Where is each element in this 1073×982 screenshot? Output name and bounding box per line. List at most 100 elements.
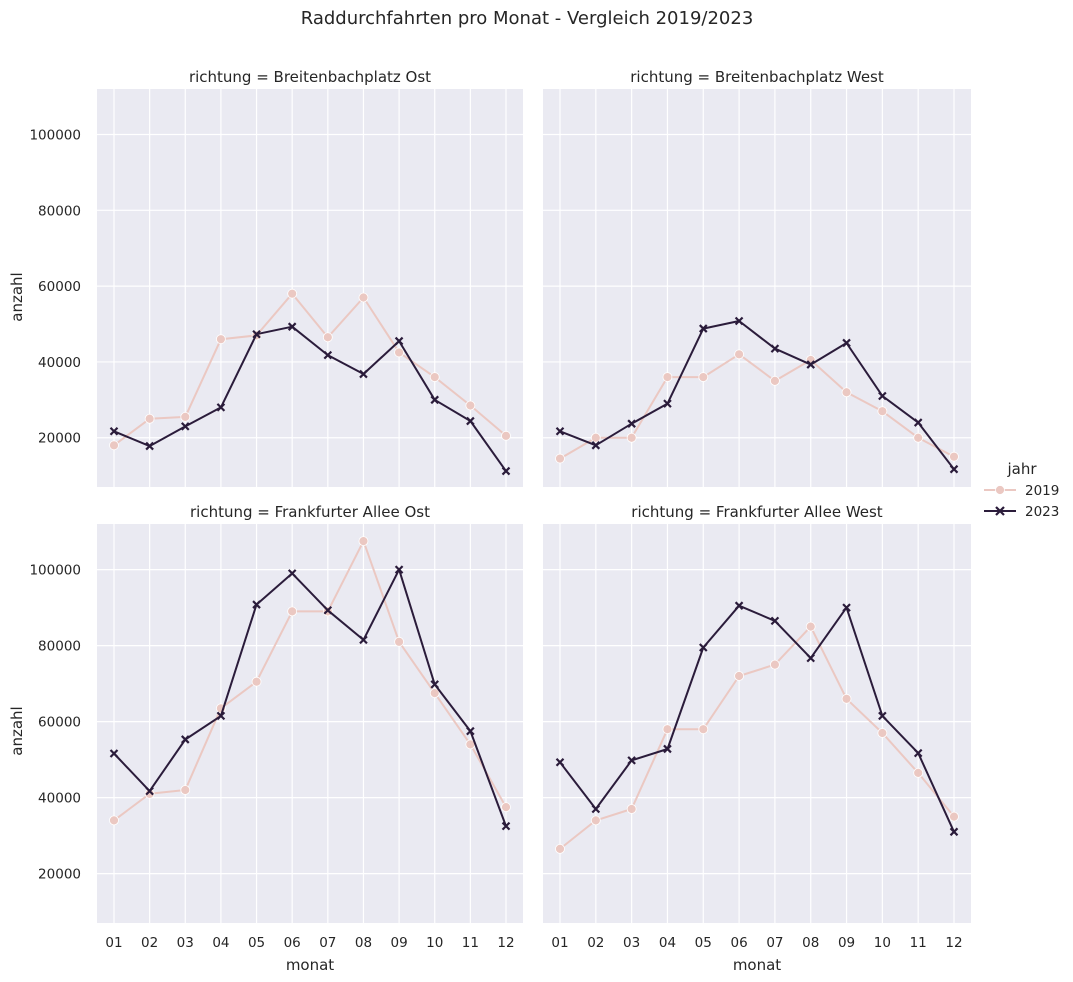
data-point-2019 <box>144 413 155 424</box>
data-point-2023 <box>501 466 511 476</box>
legend-title: jahr <box>1006 460 1037 478</box>
series-line-2019 <box>113 292 507 447</box>
data-point-2019 <box>251 676 262 687</box>
panel-top-left: 20000 40000 60000 80000 100000 richtung = Bre… <box>29 68 523 487</box>
plot-background <box>97 524 523 923</box>
data-point-2023 <box>359 635 368 645</box>
data-point-2023 <box>949 827 959 837</box>
data-point-2019 <box>501 430 511 441</box>
y-tick-label: 60000 <box>38 715 81 731</box>
x-tick-label: 05 <box>695 935 712 951</box>
panel-title: richtung = Breitenbachplatz Ost <box>189 68 431 86</box>
x-tick-label: 07 <box>766 935 783 951</box>
data-point-2019 <box>109 440 119 451</box>
data-point-2019 <box>180 411 191 422</box>
data-point-2023 <box>627 419 636 428</box>
x-tick-label: 08 <box>802 935 819 951</box>
data-point-2023 <box>555 757 565 767</box>
legend-label: 2023 <box>1025 504 1059 520</box>
data-point-2023 <box>323 605 333 615</box>
data-point-2019 <box>877 728 888 738</box>
data-point-2023 <box>501 821 511 831</box>
data-point-2019 <box>555 844 565 854</box>
y-tick-label: 20000 <box>38 431 81 447</box>
data-point-2019 <box>216 334 226 345</box>
panel-title: richtung = Frankfurter Allee West <box>631 503 883 521</box>
data-point-2023 <box>913 748 923 758</box>
series-line-2023 <box>113 325 507 472</box>
data-point-2023 <box>555 427 565 436</box>
data-point-2019 <box>501 802 511 812</box>
data-point-2023 <box>878 711 887 721</box>
data-point-2019 <box>394 347 404 358</box>
data-point-2019 <box>555 453 565 464</box>
x-tick-label: 04 <box>212 935 229 951</box>
data-point-2023 <box>734 601 744 610</box>
y-axis-label-top: anzahl <box>8 272 26 321</box>
data-point-2023 <box>842 603 851 612</box>
data-point-2019 <box>322 332 333 343</box>
data-point-2023 <box>466 416 475 426</box>
data-point-2023 <box>287 322 297 331</box>
data-point-2019 <box>590 815 601 826</box>
panel-top-right: richtung = Breitenbachplatz West <box>543 68 971 487</box>
data-point-2019 <box>841 387 852 398</box>
data-point-2023 <box>734 316 744 326</box>
data-point-2019 <box>770 659 780 670</box>
data-point-2023 <box>466 726 475 736</box>
series-line-2019 <box>559 625 955 850</box>
series-line-2019 <box>559 353 955 460</box>
data-point-2023 <box>109 749 119 758</box>
data-point-2019 <box>626 432 637 443</box>
plot-background <box>543 89 971 487</box>
legend-marker-circle <box>995 485 1005 495</box>
x-tick-label: 06 <box>284 935 301 951</box>
legend-marker-x <box>995 506 1005 516</box>
data-point-2023 <box>430 680 440 689</box>
data-point-2023 <box>806 653 816 663</box>
data-point-2019 <box>465 400 476 411</box>
data-point-2023 <box>913 418 923 427</box>
data-point-2023 <box>591 804 601 814</box>
legend-item-2023: 2023 <box>984 504 1059 520</box>
panel-title: richtung = Frankfurter Allee Ost <box>190 503 430 521</box>
data-point-2023 <box>145 786 154 796</box>
data-point-2023 <box>323 350 333 360</box>
data-point-2019 <box>913 432 924 443</box>
legend-label: 2019 <box>1025 483 1059 499</box>
panel-bottom-left: 20000 40000 60000 80000 100000 01 02 03 04 05 06 07… <box>29 503 523 951</box>
data-point-2023 <box>216 403 226 412</box>
data-point-2019 <box>913 768 924 778</box>
data-point-2019 <box>394 636 404 647</box>
x-tick-label: 07 <box>319 935 336 951</box>
data-point-2023 <box>698 643 708 652</box>
data-point-2023 <box>180 735 190 744</box>
y-tick-label: 80000 <box>38 639 81 655</box>
data-point-2019 <box>841 693 852 704</box>
data-point-2023 <box>252 600 261 609</box>
data-point-2023 <box>394 336 404 346</box>
x-tick-label: 09 <box>390 935 407 951</box>
x-tick-label: 01 <box>551 935 568 951</box>
plot-background <box>543 524 971 923</box>
data-point-2019 <box>358 292 369 303</box>
legend-item-2019: 2019 <box>984 483 1059 499</box>
x-tick-label: 02 <box>141 935 158 951</box>
data-point-2023 <box>949 464 959 474</box>
series-line-2023 <box>113 568 507 827</box>
x-tick-label: 11 <box>910 935 927 951</box>
data-point-2023 <box>394 565 404 574</box>
x-axis-label-right: monat <box>733 956 781 974</box>
data-point-2019 <box>770 375 780 386</box>
data-point-2019 <box>429 372 440 382</box>
data-point-2023 <box>252 329 261 339</box>
x-tick-label: 01 <box>105 935 122 951</box>
data-point-2019 <box>734 671 744 681</box>
series-line-2019 <box>113 540 507 822</box>
data-point-2019 <box>662 724 673 735</box>
data-point-2023 <box>287 569 297 578</box>
y-axis-label-bottom: anzahl <box>8 706 26 755</box>
chart-title: Raddurchfahrten pro Monat - Vergleich 20… <box>301 8 754 29</box>
data-point-2023 <box>698 324 708 333</box>
